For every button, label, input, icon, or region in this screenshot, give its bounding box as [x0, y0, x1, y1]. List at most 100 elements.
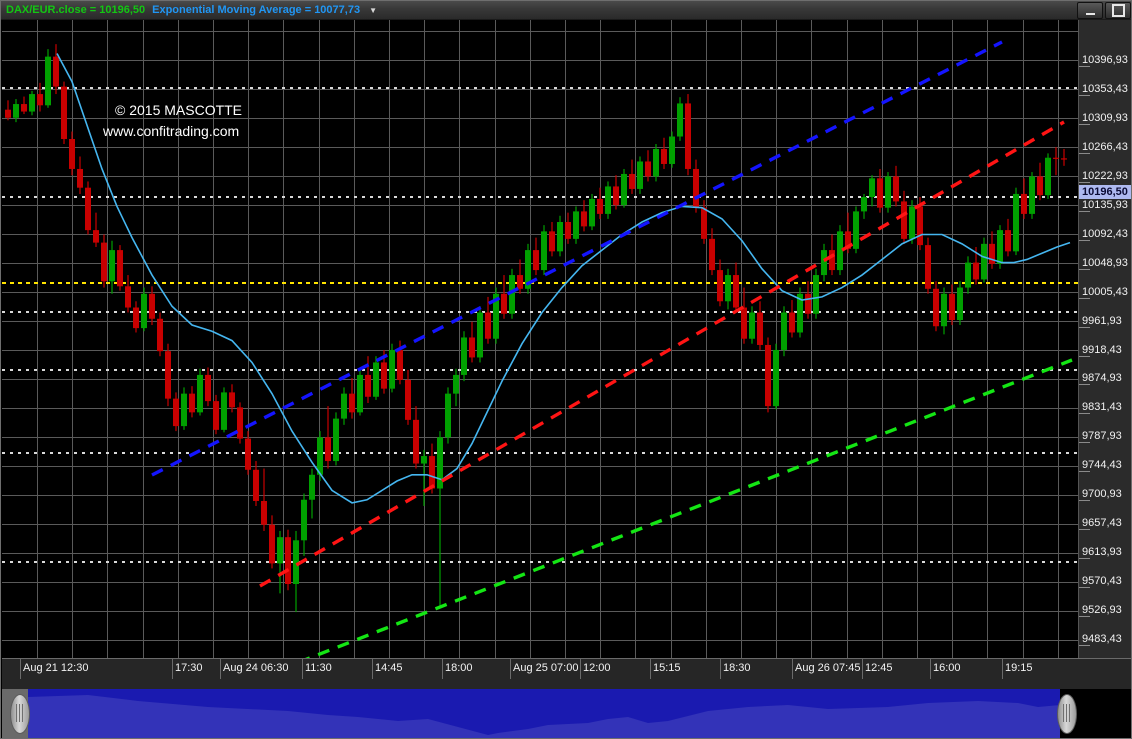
- candle-body: [421, 456, 427, 464]
- gridline-vertical: [1058, 20, 1059, 658]
- gridline-horizontal: [2, 321, 1078, 322]
- candle-body: [461, 337, 467, 375]
- gridline-vertical: [917, 20, 918, 658]
- candle-body: [557, 222, 563, 252]
- chart-series-overlay: [5, 40, 1073, 658]
- candle-body: [973, 262, 979, 280]
- price-tick-label: 10222,93: [1079, 169, 1131, 183]
- candle-body: [485, 312, 491, 339]
- candle-body: [173, 398, 179, 427]
- candle-body: [1013, 193, 1019, 252]
- candle-body: [549, 231, 555, 252]
- candle-body: [93, 230, 99, 243]
- candle-body: [589, 198, 595, 227]
- gridline-horizontal: [2, 640, 1078, 641]
- price-tick-label: 10266,43: [1079, 140, 1131, 154]
- gridline-vertical: [811, 20, 812, 658]
- candle-body: [685, 103, 691, 169]
- hline-7[interactable]: [2, 561, 1078, 563]
- price-tick-mark: [1079, 297, 1090, 299]
- time-axis[interactable]: Aug 21 12:30 17:30 Aug 24 06:30 11:30 14:45 1…: [2, 658, 1131, 679]
- candle-body: [397, 349, 403, 380]
- candle-body: [525, 250, 531, 289]
- candle-body: [325, 437, 331, 462]
- lower-channel-green[interactable]: [279, 358, 1073, 658]
- candle-body: [965, 262, 971, 288]
- gridline-horizontal: [2, 118, 1078, 119]
- candle-body: [1045, 157, 1051, 196]
- time-tick-mark: [720, 659, 721, 679]
- time-tick-label: Aug 21 12:30: [23, 662, 89, 674]
- candle-body: [13, 104, 19, 118]
- candle-body: [309, 474, 315, 500]
- window-controls: [1077, 2, 1131, 19]
- hline-6[interactable]: [2, 452, 1078, 454]
- candle-body: [581, 211, 587, 227]
- hline-5[interactable]: [2, 369, 1078, 371]
- price-tick-mark: [1079, 355, 1090, 357]
- candle-body: [373, 362, 379, 397]
- overview-area-path: [28, 695, 1060, 738]
- candle-body: [949, 293, 955, 320]
- candle-body: [605, 186, 611, 214]
- gridline-horizontal: [2, 466, 1078, 467]
- candle-body: [157, 318, 163, 352]
- candle-body: [301, 499, 307, 541]
- candle-body: [317, 437, 323, 475]
- candle-body: [885, 176, 891, 208]
- maximize-icon: [1111, 4, 1125, 17]
- candle-body: [989, 243, 995, 264]
- hline-4[interactable]: [2, 311, 1078, 313]
- upper-channel-blue[interactable]: [151, 40, 1003, 477]
- hline-2[interactable]: [2, 196, 1078, 198]
- range-scroller[interactable]: [2, 679, 1131, 738]
- price-tick-mark: [1079, 471, 1090, 473]
- maximize-button[interactable]: [1105, 2, 1131, 19]
- gridline-horizontal: [2, 147, 1078, 148]
- gridline-horizontal: [2, 350, 1078, 351]
- price-tick-mark: [1079, 645, 1090, 646]
- candle-body: [1021, 193, 1027, 214]
- candle-body: [597, 198, 603, 214]
- candle-body: [1061, 158, 1067, 160]
- time-tick-mark: [372, 659, 373, 679]
- minimize-button[interactable]: [1077, 2, 1103, 19]
- price-tick-mark: [1079, 529, 1090, 531]
- hline-3[interactable]: [2, 282, 1078, 284]
- gridline-vertical: [952, 20, 953, 658]
- gridline-horizontal: [2, 89, 1078, 90]
- time-tick-label: 11:30: [305, 662, 332, 674]
- price-tick-mark: [1079, 616, 1090, 618]
- time-tick-label: 16:00: [933, 662, 961, 674]
- candle-body: [997, 230, 1003, 264]
- time-tick-label: 12:45: [865, 662, 893, 674]
- candle-body: [613, 186, 619, 206]
- time-tick-mark: [1002, 659, 1003, 679]
- candle-body: [637, 161, 643, 189]
- current-price-label[interactable]: 10196,50: [1079, 185, 1131, 199]
- drag-handle-right[interactable]: [1057, 694, 1077, 734]
- candle-body: [781, 312, 787, 350]
- gridline-vertical: [706, 20, 707, 658]
- candle-body: [181, 393, 187, 427]
- candle-body: [277, 537, 283, 564]
- gridline-vertical: [248, 20, 249, 658]
- candle-body: [509, 275, 515, 314]
- gridline-horizontal: [2, 437, 1078, 438]
- candle-body: [357, 374, 363, 413]
- time-tick-label: 12:00: [583, 662, 611, 674]
- price-axis[interactable]: 10396,93 10353,43 10309,93 10266,43 10222,93…: [1078, 20, 1131, 658]
- candle-body: [5, 109, 11, 118]
- gridline-vertical: [600, 20, 601, 658]
- time-tick-mark: [930, 659, 931, 679]
- chart-plot-area[interactable]: © 2015 MASCOTTE www.confitrading.com: [2, 20, 1078, 658]
- middle-channel-red[interactable]: [259, 120, 1065, 588]
- chevron-down-icon[interactable]: ▼: [369, 5, 377, 15]
- candle-body: [453, 374, 459, 394]
- drag-handle-left[interactable]: [10, 694, 30, 734]
- hline-1[interactable]: [2, 87, 1078, 89]
- overview-chart[interactable]: [28, 689, 1060, 738]
- candle-body: [837, 231, 843, 271]
- candle-body: [141, 293, 147, 329]
